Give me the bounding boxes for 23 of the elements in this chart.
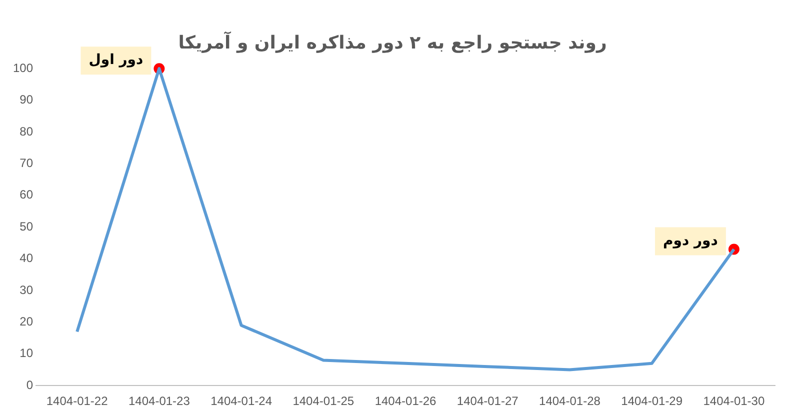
x-tick-label: 1404-01-28 (539, 394, 601, 408)
y-tick-label: 70 (20, 156, 34, 170)
y-tick-label: 50 (20, 219, 34, 234)
x-tick-label: 1404-01-24 (210, 394, 272, 408)
x-tick-label: 1404-01-23 (128, 394, 190, 408)
y-tick-label: 30 (20, 282, 34, 297)
x-tick-label: 1404-01-29 (621, 394, 683, 408)
annotation: دور اول (88, 52, 144, 68)
x-tick-label: 1404-01-30 (703, 394, 765, 408)
y-tick-label: 90 (20, 92, 34, 107)
y-tick-label: 60 (20, 188, 34, 202)
y-tick-label: 20 (20, 314, 34, 329)
y-tick-label: 80 (20, 124, 34, 138)
y-tick-label: 10 (20, 346, 34, 360)
y-tick-label: 100 (12, 60, 34, 75)
x-tick-label: 1404-01-25 (292, 394, 354, 408)
x-tick-label: 1404-01-27 (456, 394, 519, 408)
y-tick-label: 0 (26, 378, 34, 392)
annotation: دور دوم (662, 232, 718, 249)
y-tick-label: 40 (20, 251, 34, 266)
x-tick-label: 1404-01-22 (46, 394, 108, 408)
x-tick-label: 1404-01-26 (374, 394, 437, 408)
chart-title: روند جستجو راجع به ۲ دور مذاکره ایران و آمریکا (178, 30, 607, 54)
